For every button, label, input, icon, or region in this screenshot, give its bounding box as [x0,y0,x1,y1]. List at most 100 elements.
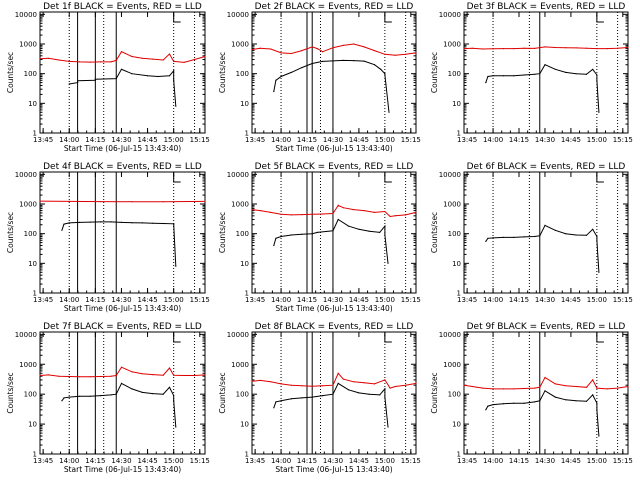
x-tick-label: 14:45 [137,457,157,465]
lld-point [100,375,102,378]
events-point [575,73,577,75]
events-point [502,403,504,405]
lld-point [162,374,164,376]
lld-series-line [463,376,629,390]
events-point [347,389,350,391]
lld-point [463,384,465,386]
events-point [544,390,546,392]
lld-point [301,214,303,216]
events-point [485,240,487,242]
lld-series-line [39,200,206,203]
events-point [585,73,588,75]
lld-point [89,61,91,63]
lld-series-line [39,51,206,63]
lld-point [596,48,598,50]
events-point [487,237,489,239]
bracket-marker [384,13,392,23]
lld-point [627,46,629,49]
events-point [534,401,536,403]
y-tick-label: 10 [28,421,37,429]
lld-point [415,211,417,213]
events-series-line [61,221,177,267]
events-point [384,73,386,75]
bracket-marker [384,333,392,343]
y-tick-label: 10 [452,260,461,268]
x-tick-label: 15:00 [587,296,607,304]
y-tick-label: 1000 [19,361,37,369]
lld-point [79,376,81,378]
lld-point [168,367,171,369]
y-tick-label: 10000 [227,11,249,19]
x-tick-label: 13:45 [245,136,265,144]
lld-point [290,52,292,55]
y-tick-label: 10 [240,421,249,429]
x-tick-label: 15:00 [164,136,184,144]
events-point [353,60,355,62]
events-point [322,395,324,397]
lld-point [482,387,484,389]
x-tick-label: 15:15 [401,457,421,465]
events-point [157,75,159,78]
events-point [110,221,112,223]
x-tick-label: 15:15 [190,457,210,465]
lld-point [606,48,608,50]
events-point [173,395,175,397]
lld-point [152,58,154,60]
lld-point [332,47,334,49]
events-point [513,402,515,404]
bracket-marker [596,13,604,23]
lld-point [173,60,175,63]
x-tick-label: 14:00 [271,457,291,465]
events-point [173,400,175,402]
lld-point [301,385,303,387]
lld-point [280,383,282,385]
events-point [598,271,600,273]
events-point [565,233,567,235]
events-point [575,234,577,236]
events-point [68,396,70,398]
events-point [384,396,386,398]
lld-point [259,379,261,381]
x-tick-label: 15:15 [190,136,210,144]
bracket-marker [596,333,604,343]
y-tick-label: 1000 [443,201,461,209]
lld-point [131,55,133,58]
lld-point [405,384,407,386]
events-point [523,402,525,404]
x-tick-label: 13:45 [245,457,265,465]
events-point [523,236,525,238]
events-point [115,78,117,80]
events-point [502,75,504,77]
events-point [77,82,79,84]
panel-8: Det 8f BLACK = Events, RED = LLD 1 10 100 10… [218,322,421,474]
lld-point [204,374,206,376]
lld-point [384,210,386,213]
lld-series-line [251,204,417,218]
plot-frame [39,11,206,134]
x-tick-label: 15:00 [375,457,395,465]
events-point [173,70,175,72]
events-point [384,388,386,390]
x-tick-label: 14:00 [271,136,291,144]
x-tick-label: 14:30 [323,296,343,304]
events-series-line [273,59,390,113]
lld-point [353,381,355,383]
events-point [596,79,598,81]
lld-point [405,53,407,55]
events-point [162,393,164,395]
lld-point [492,48,494,50]
events-point [575,400,577,402]
lld-point [280,213,282,215]
events-point [152,222,154,224]
plot-frame [251,331,417,455]
x-tick-label: 14:15 [297,457,317,465]
lld-point [183,61,185,64]
events-point [492,404,494,406]
y-tick-label: 1000 [231,361,249,369]
events-point [301,233,303,235]
x-tick-label: 15:15 [401,296,421,304]
y-tick-label: 1 [33,290,37,298]
events-series-line [273,218,389,264]
events-point [485,409,487,411]
bracket-marker [173,333,181,343]
